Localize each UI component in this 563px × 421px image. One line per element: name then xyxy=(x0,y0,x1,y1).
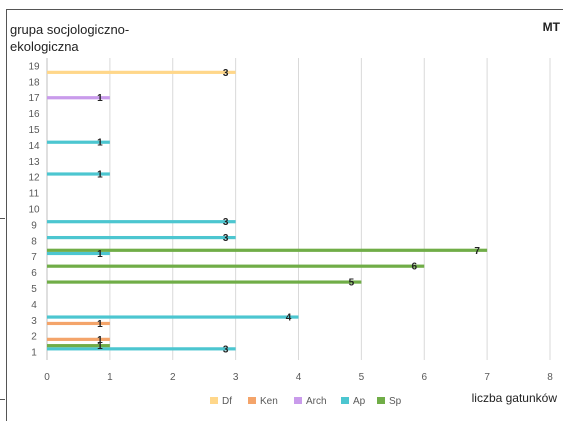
y-tick-label-5: 5 xyxy=(31,284,37,295)
data-label-sp-7: 7 xyxy=(474,246,480,257)
bar-ap-14 xyxy=(47,140,110,144)
y-tick-label-1: 1 xyxy=(31,348,37,359)
x-tick-label-2: 2 xyxy=(170,372,176,383)
y-tick-label-16: 16 xyxy=(28,109,40,120)
frame-left-border xyxy=(6,9,7,421)
y-tick-label-10: 10 xyxy=(28,205,40,216)
bar-ap-1 xyxy=(47,347,236,351)
y-tick-label-12: 12 xyxy=(28,173,40,184)
data-label-arch-17: 1 xyxy=(97,93,103,104)
bar-ap-3 xyxy=(47,315,299,319)
data-label-ap-7: 1 xyxy=(97,249,103,260)
bar-ap-7 xyxy=(47,251,110,256)
frame-side-tick-top xyxy=(0,218,5,219)
y-tick-label-18: 18 xyxy=(28,77,40,88)
frame-top-border xyxy=(6,9,563,10)
legend-swatch-sp xyxy=(377,397,385,404)
y-tick-label-3: 3 xyxy=(31,316,37,327)
bar-sp-5 xyxy=(47,280,362,284)
corner-label: MT xyxy=(543,20,561,34)
x-tick-label-7: 7 xyxy=(484,372,490,383)
legend-swatch-df xyxy=(210,397,218,404)
data-label-ap-8: 3 xyxy=(223,233,229,244)
legend: Df Ken Arch Ap Sp xyxy=(210,396,402,407)
frame-side-tick-bottom xyxy=(0,399,5,400)
data-label-sp-5: 5 xyxy=(349,278,355,289)
y-tick-label-15: 15 xyxy=(28,125,40,136)
legend-label-ap: Ap xyxy=(353,396,366,407)
data-label-ken-2: 1 xyxy=(97,335,103,346)
x-axis-title: liczba gatunków xyxy=(472,391,558,405)
x-tick-label-4: 4 xyxy=(296,372,302,383)
data-label-sp-6: 6 xyxy=(411,262,417,273)
bar-ken-3 xyxy=(47,321,110,326)
y-tick-label-13: 13 xyxy=(28,157,40,168)
bar-sp-6 xyxy=(47,264,425,268)
legend-label-arch: Arch xyxy=(306,396,327,407)
x-tick-label-0: 0 xyxy=(44,372,50,383)
x-tick-labels: 0 1 2 3 4 5 6 7 8 xyxy=(44,372,553,383)
x-tick-label-1: 1 xyxy=(107,372,113,383)
y-axis-title-line-1: grupa socjologiczno- xyxy=(10,22,129,37)
bar-ap-12 xyxy=(47,172,110,176)
bar-ap-8 xyxy=(47,235,236,240)
bar-ken-2 xyxy=(47,337,110,341)
legend-label-sp: Sp xyxy=(389,396,402,407)
y-tick-label-11: 11 xyxy=(29,189,40,200)
bar-sp-7 xyxy=(47,248,488,252)
data-label-ap-9: 3 xyxy=(223,217,229,228)
data-label-ap-3: 4 xyxy=(286,313,292,324)
x-tick-label-5: 5 xyxy=(359,372,365,383)
bar-ap-9 xyxy=(47,220,236,224)
y-tick-label-8: 8 xyxy=(31,236,37,247)
y-tick-label-4: 4 xyxy=(31,300,37,311)
legend-swatch-ap xyxy=(341,397,349,404)
bar-df-19 xyxy=(47,70,236,74)
legend-label-ken: Ken xyxy=(260,396,278,407)
y-tick-label-19: 19 xyxy=(28,61,40,72)
legend-swatch-ken xyxy=(248,397,256,404)
data-label-df-19: 3 xyxy=(223,68,229,79)
legend-label-df: Df xyxy=(222,396,232,407)
data-label-sp-1: 1 xyxy=(97,341,103,352)
bar-arch-17 xyxy=(47,96,110,100)
y-tick-label-9: 9 xyxy=(31,220,37,231)
data-label-ken-3: 1 xyxy=(97,319,103,330)
y-axis-title-line-2: ekologiczna xyxy=(10,39,79,54)
data-label-ap-14: 1 xyxy=(97,138,103,149)
bar-sp-1 xyxy=(47,344,110,348)
y-tick-label-2: 2 xyxy=(31,332,37,343)
legend-swatch-arch xyxy=(294,397,302,404)
gridlines xyxy=(46,58,551,360)
bars xyxy=(47,70,488,351)
y-tick-label-14: 14 xyxy=(28,141,40,152)
x-tick-label-8: 8 xyxy=(547,372,553,383)
y-tick-label-7: 7 xyxy=(31,252,37,263)
y-tick-label-6: 6 xyxy=(31,268,37,279)
y-tick-label-17: 17 xyxy=(28,93,40,104)
data-label-ap-12: 1 xyxy=(97,170,103,181)
x-tick-label-6: 6 xyxy=(421,372,427,383)
data-label-ap-1: 3 xyxy=(223,344,229,355)
x-tick-label-3: 3 xyxy=(233,372,239,383)
